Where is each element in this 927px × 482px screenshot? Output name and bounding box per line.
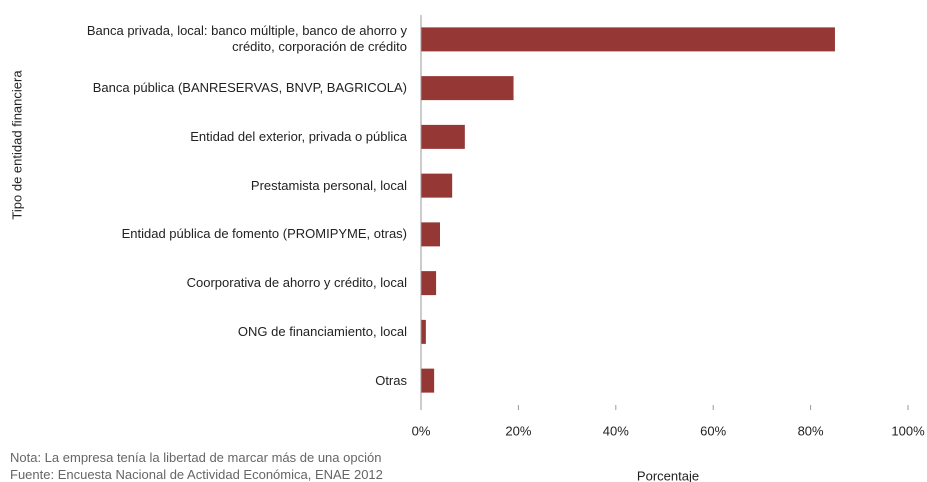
- note: Fuente: Encuesta Nacional de Actividad E…: [10, 467, 383, 482]
- bar: [421, 76, 514, 101]
- bar: [421, 173, 453, 198]
- y-tick-label: Coorporativa de ahorro y crédito, local: [186, 275, 407, 291]
- x-tick-label: 100%: [891, 423, 925, 438]
- bar: [421, 271, 437, 296]
- note: Nota: La empresa tenía la libertad de ma…: [10, 450, 382, 465]
- x-axis-label: Porcentaje: [637, 468, 699, 482]
- y-tick-label: Entidad del exterior, privada o pública: [190, 128, 407, 144]
- bar: [421, 368, 435, 393]
- y-tick-label: Banca pública (BANRESERVAS, BNVP, BAGRIC…: [92, 80, 407, 96]
- bar: [421, 124, 465, 149]
- y-tick-label: Entidad pública de fomento (PROMIPYME, o…: [121, 226, 407, 242]
- bar: [421, 27, 835, 52]
- x-tick-label: 60%: [700, 423, 726, 438]
- x-tick-label: 80%: [798, 423, 824, 438]
- y-axis-label: Tipo de entidad financiera: [9, 70, 24, 220]
- bar: [421, 222, 440, 247]
- y-tick-label: Prestamista personal, local: [250, 177, 407, 193]
- x-tick-label: 20%: [505, 423, 531, 438]
- x-tick-label: 40%: [603, 423, 629, 438]
- y-tick-label: ONG de financiamiento, local: [237, 323, 407, 339]
- y-tick-label: Otras: [375, 372, 407, 388]
- bar: [421, 319, 426, 344]
- x-tick-label: 0%: [412, 423, 431, 438]
- y-tick-label: Banca privada, local: banco múltiple, ba…: [86, 23, 407, 55]
